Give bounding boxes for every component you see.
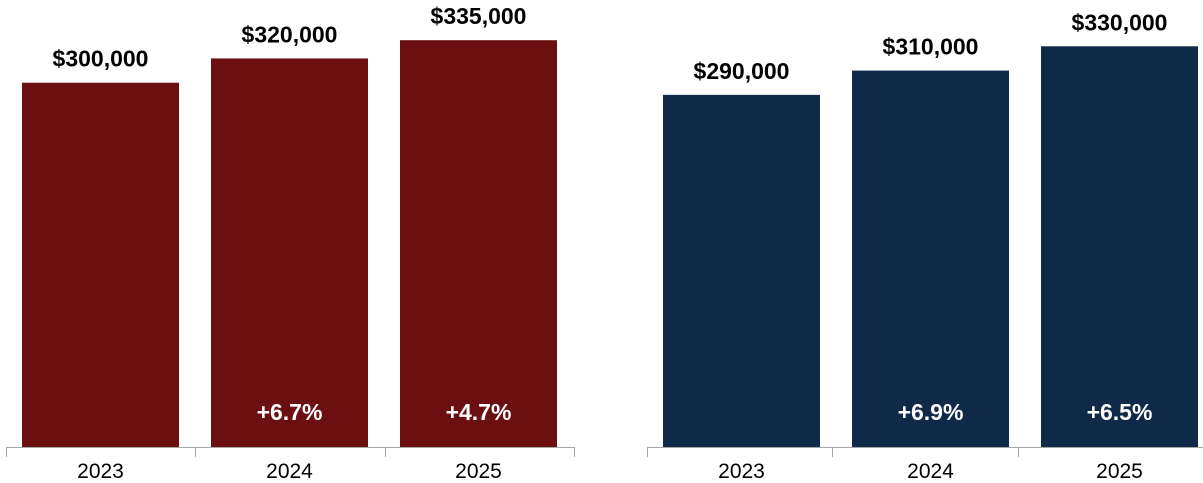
value-label-2023: $300,000	[53, 46, 149, 72]
x-tick-label-2024: 2024	[266, 460, 313, 483]
chart-panel-2: $290,000 $310,000 +6.9% $330,000 +6.5% 2023 20…	[647, 9, 1203, 483]
x-tick-label-2023: 2023	[77, 460, 124, 483]
value-label-2024: $310,000	[883, 34, 979, 60]
bar-2024	[211, 58, 368, 448]
x-tick-label-2025: 2025	[455, 460, 502, 483]
value-label-2024: $320,000	[242, 21, 338, 47]
growth-label-2024: +6.9%	[898, 399, 964, 425]
bar-2023	[22, 82, 179, 447]
value-label-2025: $335,000	[431, 3, 527, 29]
value-label-2023: $290,000	[694, 58, 790, 84]
growth-label-2025: +6.5%	[1087, 399, 1153, 425]
x-tick-label-2024: 2024	[907, 460, 954, 483]
bar-2024	[852, 70, 1009, 448]
bar-2025	[1041, 46, 1198, 448]
bar-2023	[663, 94, 820, 447]
growth-label-2025: +4.7%	[446, 399, 512, 425]
chart-panel-1: $300,000 $320,000 +6.7% $335,000 +4.7% 2023 20…	[6, 3, 575, 483]
growth-label-2024: +6.7%	[257, 399, 323, 425]
x-tick-label-2023: 2023	[718, 460, 765, 483]
bar-2025	[400, 40, 557, 447]
x-tick-label-2025: 2025	[1096, 460, 1143, 483]
value-label-2025: $330,000	[1072, 9, 1168, 35]
